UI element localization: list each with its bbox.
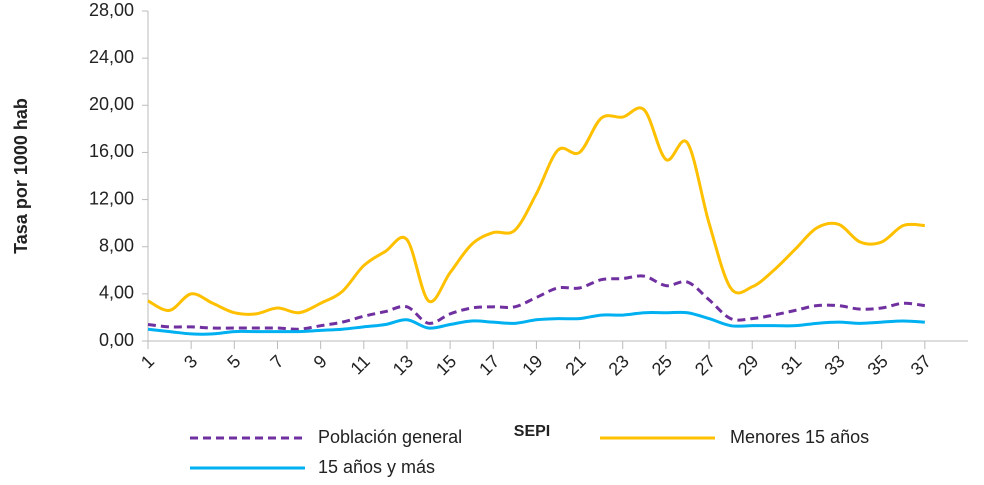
x-tick-label: 31 <box>777 351 805 379</box>
x-tick-label: 17 <box>475 351 503 379</box>
legend-label: Población general <box>318 427 462 447</box>
y-tick-label: 0,00 <box>99 330 134 350</box>
x-tick-label: 25 <box>648 351 676 379</box>
series-line <box>147 310 925 336</box>
x-tick-label: 23 <box>605 351 633 379</box>
y-axis-title: Tasa por 1000 hab <box>11 98 31 254</box>
y-tick-label: 20,00 <box>89 94 134 114</box>
y-tick-label: 28,00 <box>89 0 134 20</box>
x-tick-label: 29 <box>734 351 762 379</box>
x-tick-label: 35 <box>864 351 892 379</box>
legend-label: 15 años y más <box>318 457 435 477</box>
x-tick-label: 13 <box>389 351 417 379</box>
x-tick-label: 3 <box>180 351 201 372</box>
x-axis-title: SEPI <box>514 423 550 440</box>
x-tick-label: 27 <box>691 351 719 379</box>
y-tick-label: 24,00 <box>89 47 134 67</box>
x-tick-label: 15 <box>432 351 460 379</box>
y-tick-label: 8,00 <box>99 235 134 255</box>
y-tick-label: 12,00 <box>89 188 134 208</box>
x-tick-label: 33 <box>820 351 848 379</box>
series-line <box>147 106 925 316</box>
x-tick-label: 9 <box>310 351 331 372</box>
x-tick-label: 19 <box>518 351 546 379</box>
x-tick-label: 11 <box>347 351 374 378</box>
x-tick-label: 37 <box>907 351 935 379</box>
x-tick-label: 7 <box>266 351 287 372</box>
y-tick-label: 4,00 <box>99 283 134 303</box>
series-line <box>147 274 926 331</box>
y-tick-label: 16,00 <box>89 141 134 161</box>
legend-label: Menores 15 años <box>730 427 869 447</box>
x-tick-label: 5 <box>223 351 244 372</box>
x-tick-label: 1 <box>137 351 158 372</box>
x-tick-label: 21 <box>561 351 589 379</box>
